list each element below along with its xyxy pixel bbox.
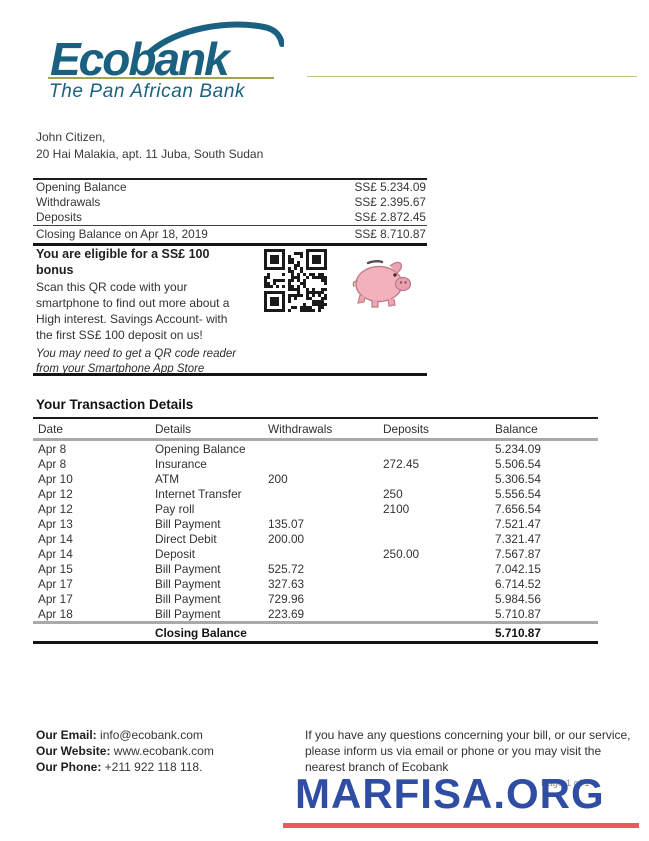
column-header-balance: Balance <box>495 421 538 436</box>
closing-balance-value: 5.710.87 <box>495 625 541 640</box>
table-row: Apr 13 Bill Payment 135.07 7.521.47 <box>38 516 541 531</box>
table-row: Apr 12 Internet Transfer 250 5.556.54 <box>38 486 541 501</box>
summary-row-opening: Opening Balance SS£ 5.234.09 <box>33 180 427 195</box>
closing-balance-row: Closing Balance 5.710.87 <box>33 622 598 643</box>
summary-row-deposits: Deposits SS£ 2.872.45 <box>33 210 427 226</box>
table-row: Apr 8 Opening Balance 5.234.09 <box>38 441 541 456</box>
table-row: Apr 17 Bill Payment 729.96 5.984.56 <box>38 591 541 606</box>
brand-tagline: The Pan African Bank <box>49 81 246 102</box>
summary-value: SS£ 2.395.67 <box>354 195 427 209</box>
summary-value: SS£ 8.710.87 <box>354 227 427 241</box>
header-rule <box>307 76 637 77</box>
piggy-bank-icon <box>352 260 412 308</box>
promo-note: You may need to get a QR code reader fro… <box>36 348 237 375</box>
summary-row-closing: Closing Balance on Apr 18, 2019 SS£ 8.71… <box>33 226 427 246</box>
column-header-date: Date <box>38 421 63 436</box>
brand-logo-text: Ecobank <box>50 33 230 85</box>
logo-swoosh-icon <box>148 21 284 55</box>
transactions-header-row: Date Details Withdrawals Deposits Balanc… <box>33 418 598 440</box>
logo-underline <box>48 77 274 79</box>
table-row: Apr 18 Bill Payment 223.69 5.710.87 <box>38 606 541 621</box>
table-row: Apr 10 ATM 200 5.306.54 <box>38 471 541 486</box>
summary-label: Closing Balance on Apr 18, 2019 <box>36 227 208 241</box>
contact-block: Our Email: info@ecobank.com Our Website:… <box>36 727 214 775</box>
table-row: Apr 8 Insurance 272.45 5.506.54 <box>38 456 541 471</box>
transactions-table: Date Details Withdrawals Deposits Balanc… <box>33 417 598 644</box>
summary-row-withdrawals: Withdrawals SS£ 2.395.67 <box>33 195 427 210</box>
contact-phone: Our Phone: +211 922 118 118. <box>36 760 203 774</box>
recipient-name: John Citizen, <box>36 130 106 144</box>
qr-code <box>264 249 327 312</box>
summary-label: Deposits <box>36 210 82 224</box>
balance-summary-table: Opening Balance SS£ 5.234.09 Withdrawals… <box>33 178 427 246</box>
recipient-address: John Citizen, 20 Hai Malakia, apt. 11 Ju… <box>36 129 263 163</box>
watermark-text: MARFISA.ORG <box>295 770 605 817</box>
table-row: Apr 12 Pay roll 2100 7.656.54 <box>38 501 541 516</box>
column-header-withdrawals: Withdrawals <box>268 421 333 436</box>
table-row: Apr 15 Bill Payment 525.72 7.042.15 <box>38 561 541 576</box>
recipient-street: 20 Hai Malakia, apt. 11 Juba, South Suda… <box>36 147 264 161</box>
service-notice: If you have any questions concerning you… <box>305 728 631 774</box>
table-row: Apr 14 Deposit 250.00 7.567.87 <box>38 546 541 561</box>
summary-label: Withdrawals <box>36 195 101 209</box>
table-row: Apr 17 Bill Payment 327.63 6.714.52 <box>38 576 541 591</box>
promo-body: Scan this QR code with your smartphone t… <box>36 280 230 342</box>
closing-balance-label: Closing Balance <box>155 625 247 640</box>
summary-value: SS£ 5.234.09 <box>354 180 427 194</box>
page-number: Page 1 of 1 <box>541 778 590 789</box>
contact-website: Our Website: www.ecobank.com <box>36 744 214 758</box>
watermark-underline <box>283 823 639 828</box>
table-row: Apr 14 Direct Debit 200.00 7.321.47 <box>38 531 541 546</box>
column-header-deposits: Deposits <box>383 421 429 436</box>
transactions-heading: Your Transaction Details <box>36 397 194 412</box>
promo-section: You are eligible for a SS£ 100 bonus Sca… <box>33 244 427 376</box>
summary-label: Opening Balance <box>36 180 127 194</box>
column-header-details: Details <box>155 421 192 436</box>
contact-email: Our Email: info@ecobank.com <box>36 728 203 742</box>
summary-value: SS£ 2.872.45 <box>354 210 427 224</box>
promo-title: You are eligible for a SS£ 100 bonus <box>36 247 210 277</box>
